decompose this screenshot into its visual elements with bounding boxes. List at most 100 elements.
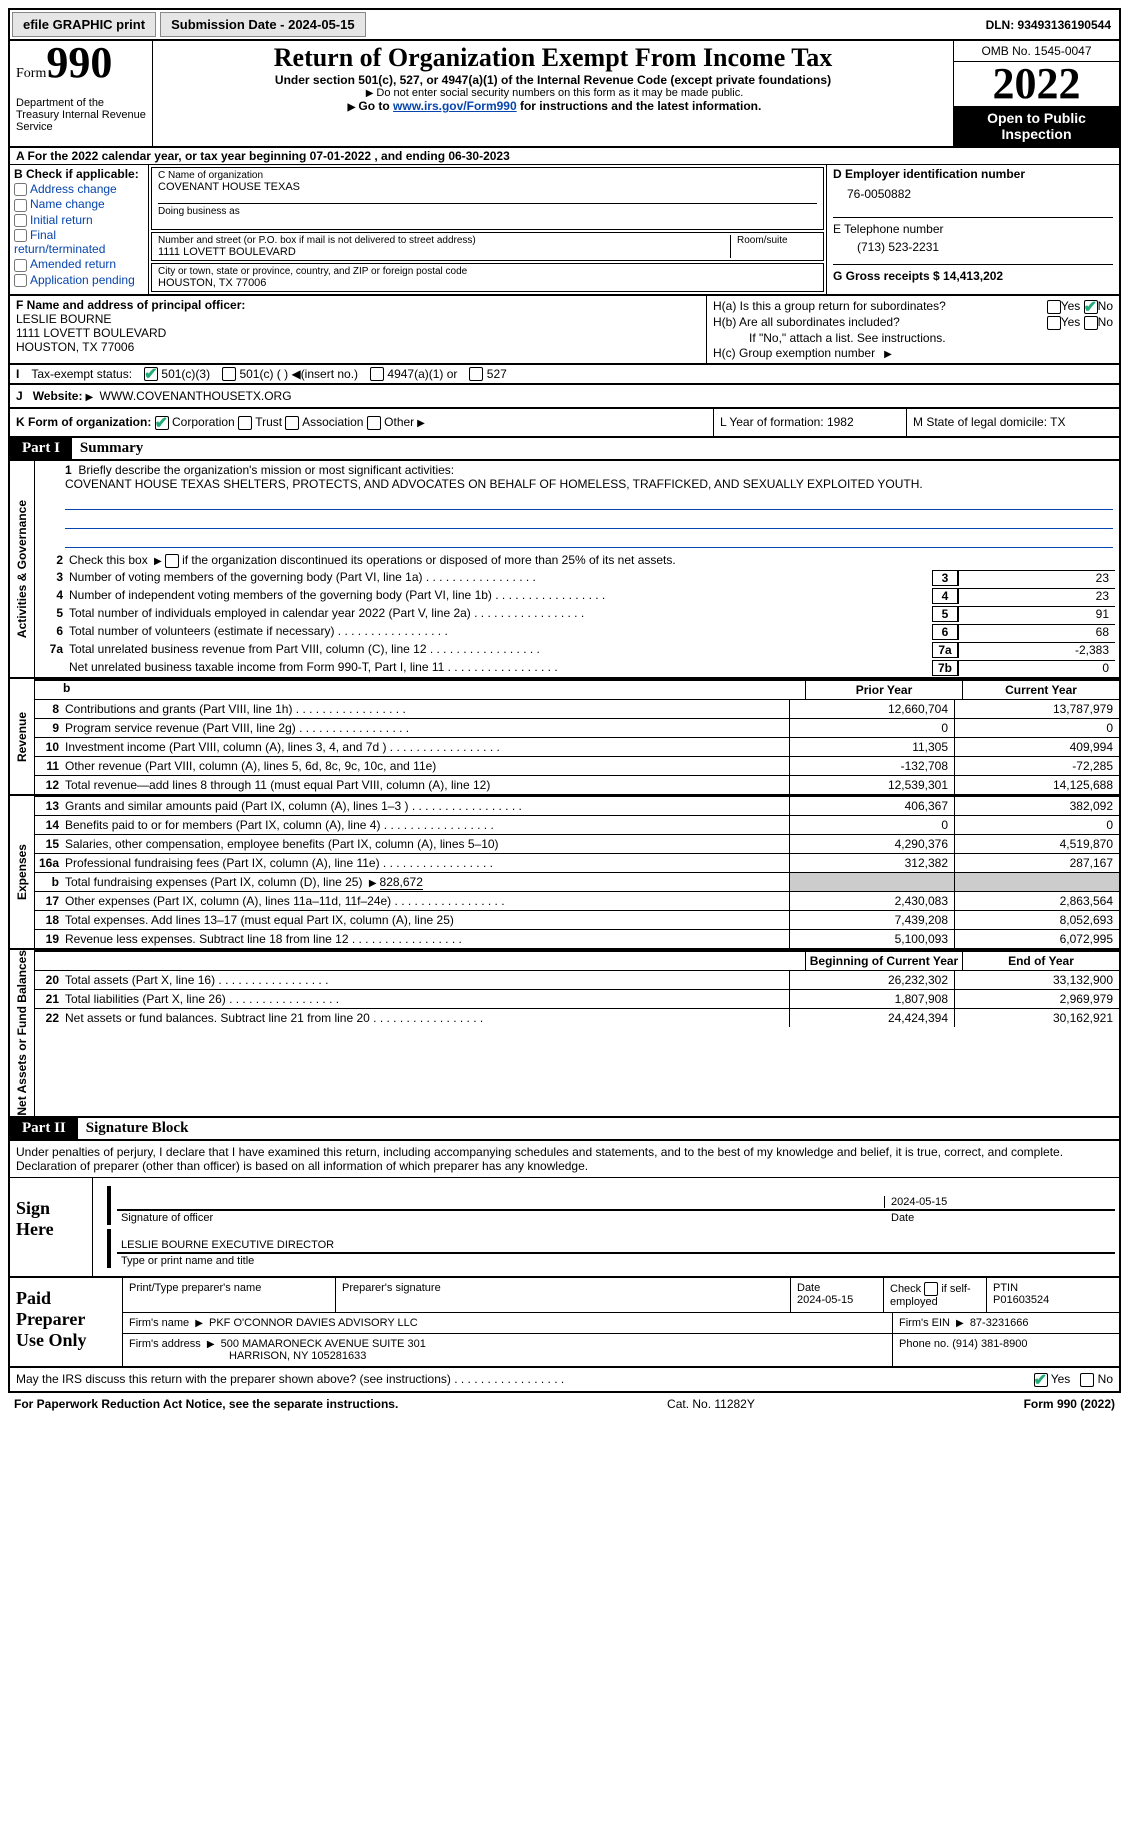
form-ref: Form 990 (2022) <box>1024 1397 1115 1411</box>
part1-tag: Part I <box>10 438 72 459</box>
street-label: Number and street (or P.O. box if mail i… <box>158 235 730 246</box>
name-title-label: Type or print name and title <box>117 1253 1115 1268</box>
f-label: F Name and address of principal officer: <box>16 298 700 312</box>
q1-label: Briefly describe the organization's miss… <box>78 463 454 477</box>
q3-label: Number of voting members of the governin… <box>69 570 932 586</box>
l11: Other revenue (Part VIII, column (A), li… <box>65 757 789 775</box>
part2-tag: Part II <box>10 1118 78 1139</box>
ein-val: 76-0050882 <box>833 181 1113 217</box>
firm-addr2: HARRISON, NY 105281633 <box>129 1350 366 1362</box>
discuss-row: May the IRS discuss this return with the… <box>8 1368 1121 1393</box>
p10: 11,305 <box>789 738 954 756</box>
city-val: HOUSTON, TX 77006 <box>158 277 817 289</box>
officer-printed-name: LESLIE BOURNE EXECUTIVE DIRECTOR <box>117 1229 1115 1253</box>
l22: Net assets or fund balances. Subtract li… <box>65 1009 789 1027</box>
cb-501c[interactable] <box>222 367 236 381</box>
hdr-prior-year: Prior Year <box>805 681 962 699</box>
c19: 6,072,995 <box>954 930 1119 948</box>
prep-sig-label: Preparer's signature <box>336 1278 791 1312</box>
discuss-no-cb[interactable] <box>1080 1373 1094 1387</box>
row-f-h: F Name and address of principal officer:… <box>8 296 1121 365</box>
discuss-yes-cb[interactable] <box>1034 1373 1048 1387</box>
q2-label: Check this box if the organization disco… <box>69 553 1115 568</box>
p18: 7,439,208 <box>789 911 954 929</box>
p12: 12,539,301 <box>789 776 954 794</box>
firm-phone-label: Phone no. <box>899 1338 949 1350</box>
h-c-label: H(c) Group exemption number <box>713 346 875 360</box>
sig-date-label: Date <box>891 1212 1111 1224</box>
irs-link[interactable]: www.irs.gov/Form990 <box>393 99 517 113</box>
cb-name-change[interactable]: Name change <box>14 197 144 211</box>
hdr-boy: Beginning of Current Year <box>805 952 962 970</box>
hb-no-cb[interactable] <box>1084 316 1098 330</box>
cb-initial-return[interactable]: Initial return <box>14 213 144 227</box>
cb-501c3[interactable] <box>144 367 158 381</box>
cb-final-return[interactable]: Final return/terminated <box>14 228 144 256</box>
cb-other[interactable] <box>367 416 381 430</box>
org-name-box: C Name of organization COVENANT HOUSE TE… <box>151 167 824 230</box>
cb-discontinued[interactable] <box>165 554 179 568</box>
p22: 24,424,394 <box>789 1009 954 1027</box>
ha-yes-cb[interactable] <box>1047 300 1061 314</box>
q4-label: Number of independent voting members of … <box>69 588 932 604</box>
l12: Total revenue—add lines 8 through 11 (mu… <box>65 776 789 794</box>
ha-no-cb[interactable] <box>1084 300 1098 314</box>
cb-assoc[interactable] <box>285 416 299 430</box>
p9: 0 <box>789 719 954 737</box>
l15: Salaries, other compensation, employee b… <box>65 835 789 853</box>
v4: 23 <box>958 588 1115 604</box>
section-h: H(a) Is this a group return for subordin… <box>707 296 1119 363</box>
col-b-checkboxes: B Check if applicable: Address change Na… <box>10 165 149 294</box>
form-title: Return of Organization Exempt From Incom… <box>163 43 943 73</box>
l17: Other expenses (Part IX, column (A), lin… <box>65 892 789 910</box>
vlabel-net: Net Assets or Fund Balances <box>15 950 29 1116</box>
p16a: 312,382 <box>789 854 954 872</box>
officer-addr2: HOUSTON, TX 77006 <box>16 340 700 354</box>
subtitle-2: Do not enter social security numbers on … <box>163 87 943 99</box>
cb-corp[interactable] <box>155 416 169 430</box>
submission-date-button[interactable]: Submission Date - 2024-05-15 <box>160 12 366 37</box>
prep-date-label: Date <box>797 1282 820 1294</box>
cb-527[interactable] <box>469 367 483 381</box>
l21: Total liabilities (Part X, line 26) <box>65 990 789 1008</box>
c16a: 287,167 <box>954 854 1119 872</box>
cb-app-pending[interactable]: Application pending <box>14 273 144 287</box>
c21: 2,969,979 <box>954 990 1119 1008</box>
l8: Contributions and grants (Part VIII, lin… <box>65 700 789 718</box>
cb-amended[interactable]: Amended return <box>14 257 144 271</box>
section-expenses: Expenses 13Grants and similar amounts pa… <box>8 796 1121 950</box>
l14: Benefits paid to or for members (Part IX… <box>65 816 789 834</box>
q6-label: Total number of volunteers (estimate if … <box>69 624 932 640</box>
paid-preparer-block: Paid Preparer Use Only Print/Type prepar… <box>8 1278 1121 1368</box>
q5-label: Total number of individuals employed in … <box>69 606 932 622</box>
cat-no: Cat. No. 11282Y <box>398 1397 1023 1411</box>
cb-trust[interactable] <box>238 416 252 430</box>
cb-address-change[interactable]: Address change <box>14 182 144 196</box>
cb-self-employed[interactable] <box>924 1282 938 1296</box>
state-domicile: M State of legal domicile: TX <box>906 409 1119 436</box>
hdr-current-year: Current Year <box>962 681 1119 699</box>
discuss-label: May the IRS discuss this return with the… <box>16 1372 564 1386</box>
firm-ein-label: Firm's EIN <box>899 1317 950 1329</box>
p11: -132,708 <box>789 757 954 775</box>
phone-label: E Telephone number <box>833 217 1113 236</box>
c10: 409,994 <box>954 738 1119 756</box>
part2-title: Signature Block <box>78 1118 1119 1139</box>
c13: 382,092 <box>954 797 1119 815</box>
dept-label: Department of the Treasury Internal Reve… <box>16 97 146 133</box>
l20: Total assets (Part X, line 16) <box>65 971 789 989</box>
p14: 0 <box>789 816 954 834</box>
street-val: 1111 LOVETT BOULEVARD <box>158 246 730 258</box>
firm-name: PKF O'CONNOR DAVIES ADVISORY LLC <box>209 1317 418 1329</box>
section-activities: Activities & Governance 1 Briefly descri… <box>8 461 1121 679</box>
c12: 14,125,688 <box>954 776 1119 794</box>
p17: 2,430,083 <box>789 892 954 910</box>
hb-yes-cb[interactable] <box>1047 316 1061 330</box>
l10: Investment income (Part VIII, column (A)… <box>65 738 789 756</box>
l9: Program service revenue (Part VIII, line… <box>65 719 789 737</box>
efile-print-button[interactable]: efile GRAPHIC print <box>12 12 156 37</box>
hdr-eoy: End of Year <box>962 952 1119 970</box>
cb-4947[interactable] <box>370 367 384 381</box>
row-k-form-org: K Form of organization: Corporation Trus… <box>8 409 1121 438</box>
v3: 23 <box>958 570 1115 586</box>
